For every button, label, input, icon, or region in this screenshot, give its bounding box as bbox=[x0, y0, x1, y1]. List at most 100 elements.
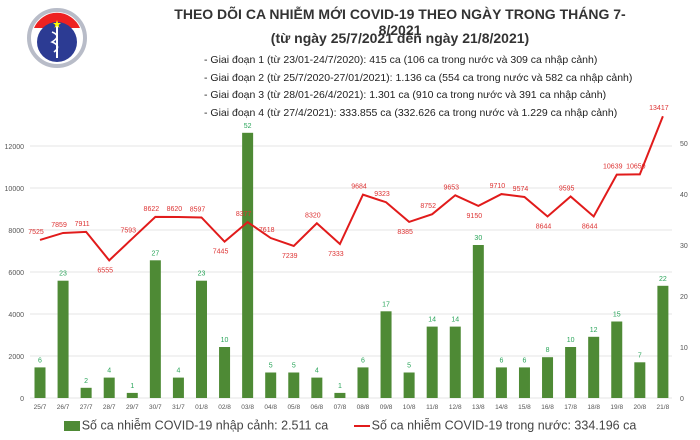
x-tick-label: 04/8 bbox=[264, 404, 277, 411]
bar-data-label: 5 bbox=[292, 363, 296, 370]
line-data-label: 7525 bbox=[28, 229, 44, 236]
period-notes: - Giai đoạn 1 (từ 23/01-24/7/2020): 415 … bbox=[204, 52, 632, 122]
bar-data-label: 4 bbox=[107, 368, 111, 375]
bar bbox=[149, 260, 161, 398]
x-tick-label: 14/8 bbox=[495, 404, 508, 411]
line-data-label: 7445 bbox=[213, 249, 229, 256]
legend: Số ca nhiễm COVID-19 nhập cảnh: 2.511 ca… bbox=[0, 418, 700, 433]
right-tick-label: 0 bbox=[680, 396, 684, 403]
bar-data-label: 6 bbox=[499, 357, 503, 364]
bar-data-label: 4 bbox=[176, 368, 180, 375]
bar-data-label: 4 bbox=[315, 368, 319, 375]
bar-data-label: 17 bbox=[382, 301, 390, 308]
bar bbox=[288, 372, 300, 398]
x-tick-label: 08/8 bbox=[357, 404, 370, 411]
bar-data-label: 5 bbox=[269, 363, 273, 370]
x-tick-label: 21/8 bbox=[657, 404, 670, 411]
bar bbox=[172, 377, 184, 398]
x-tick-label: 09/8 bbox=[380, 404, 393, 411]
line-data-label: 9574 bbox=[513, 186, 529, 193]
bar bbox=[34, 367, 46, 398]
line-series bbox=[39, 115, 664, 262]
legend-bar-swatch bbox=[63, 420, 80, 431]
line-data-label: 9710 bbox=[490, 183, 506, 190]
bar-data-label: 1 bbox=[130, 383, 134, 390]
bar bbox=[657, 285, 669, 398]
x-tick-label: 03/8 bbox=[241, 404, 254, 411]
bar bbox=[426, 326, 438, 398]
line-data-label: 7859 bbox=[51, 222, 67, 229]
x-tick-label: 30/7 bbox=[149, 404, 162, 411]
bar bbox=[565, 347, 577, 398]
x-tick-label: 12/8 bbox=[449, 404, 462, 411]
bar bbox=[242, 132, 254, 399]
line-data-label: 7333 bbox=[328, 251, 344, 258]
line-data-label: 10639 bbox=[603, 164, 623, 171]
note-3: - Giai đoạn 3 (từ 28/01-26/4/2021): 1.30… bbox=[204, 89, 607, 101]
x-tick-label: 29/7 bbox=[126, 404, 139, 411]
line-data-label: 8385 bbox=[397, 229, 413, 236]
line-data-label: 7618 bbox=[259, 227, 275, 234]
bar-data-label: 6 bbox=[523, 357, 527, 364]
line-data-label: 8752 bbox=[420, 203, 436, 210]
x-tick-label: 01/8 bbox=[195, 404, 208, 411]
right-tick-label: 30 bbox=[680, 243, 688, 250]
x-tick-label: 18/8 bbox=[587, 404, 600, 411]
bar bbox=[380, 311, 392, 398]
bar bbox=[542, 357, 554, 398]
bar-data-label: 12 bbox=[590, 327, 598, 334]
line-data-label: 8377 bbox=[236, 211, 252, 218]
legend-bar-label: Số ca nhiễm COVID-19 nhập cảnh: 2.511 ca bbox=[81, 418, 329, 433]
x-tick-label: 15/8 bbox=[518, 404, 531, 411]
bar bbox=[311, 377, 323, 398]
line-data-label: 8320 bbox=[305, 212, 321, 219]
bar bbox=[449, 326, 461, 398]
bar bbox=[357, 367, 369, 398]
x-tick-label: 26/7 bbox=[57, 404, 70, 411]
bar bbox=[265, 372, 277, 398]
right-tick-label: 20 bbox=[680, 294, 688, 301]
bar bbox=[57, 280, 69, 398]
line-data-label: 9595 bbox=[559, 186, 575, 193]
bar bbox=[80, 387, 92, 398]
x-tick-label: 17/8 bbox=[564, 404, 577, 411]
bar bbox=[588, 336, 600, 398]
bar-data-label: 10 bbox=[567, 337, 575, 344]
bar-data-label: 10 bbox=[221, 337, 229, 344]
right-tick-label: 50 bbox=[680, 141, 688, 148]
bar bbox=[126, 392, 138, 398]
line-data-label: 7911 bbox=[75, 221, 90, 228]
bar bbox=[518, 367, 530, 398]
x-tick-label: 02/8 bbox=[218, 404, 231, 411]
x-tick-label: 16/8 bbox=[541, 404, 554, 411]
bar bbox=[219, 347, 231, 398]
x-tick-label: 27/7 bbox=[80, 404, 93, 411]
x-tick-label: 06/8 bbox=[311, 404, 324, 411]
legend-line-label: Số ca nhiễm COVID-19 trong nước: 334.196… bbox=[371, 418, 637, 433]
line-data-label: 9323 bbox=[374, 191, 390, 198]
bar-data-label: 23 bbox=[198, 271, 206, 278]
bar-data-label: 22 bbox=[659, 276, 667, 283]
line-data-label: 8622 bbox=[144, 206, 160, 213]
x-tick-label: 19/8 bbox=[610, 404, 623, 411]
left-tick-label: 10000 bbox=[5, 186, 25, 193]
x-tick-label: 31/7 bbox=[172, 404, 185, 411]
line-data-label: 13417 bbox=[649, 105, 669, 112]
bar-data-label: 6 bbox=[361, 357, 365, 364]
bar-data-label: 30 bbox=[474, 235, 482, 242]
left-tick-label: 4000 bbox=[8, 312, 24, 319]
legend-line-swatch bbox=[353, 424, 370, 427]
x-tick-label: 10/8 bbox=[403, 404, 416, 411]
bar bbox=[334, 392, 346, 398]
x-tick-label: 05/8 bbox=[287, 404, 300, 411]
line-data-label: 6555 bbox=[97, 267, 113, 274]
bar-data-label: 14 bbox=[451, 317, 459, 324]
bar bbox=[495, 367, 507, 398]
chart-title: THEO DÕI CA NHIỄM MỚI COVID-19 THEO NGÀY… bbox=[174, 6, 626, 38]
line-data-label: 8644 bbox=[582, 223, 598, 230]
bar-data-label: 27 bbox=[151, 250, 159, 257]
line-data-label: 8620 bbox=[167, 206, 183, 213]
note-1: - Giai đoạn 1 (từ 23/01-24/7/2020): 415 … bbox=[204, 54, 598, 66]
x-tick-label: 20/8 bbox=[633, 404, 646, 411]
